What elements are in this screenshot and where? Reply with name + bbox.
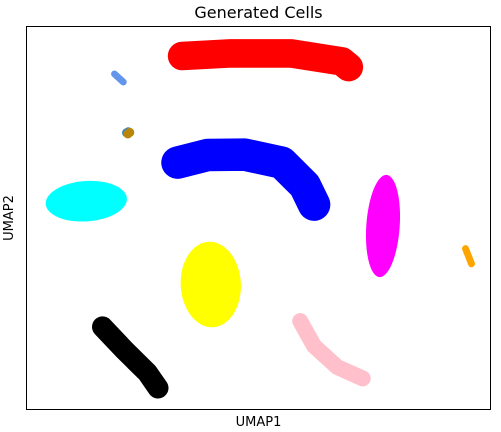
- y-axis-label: UMAP2: [2, 195, 17, 241]
- cluster-10: [123, 127, 135, 139]
- cluster-6: [292, 313, 371, 387]
- clusters-layer: [45, 39, 475, 399]
- cluster-3: [180, 241, 241, 328]
- cluster-2: [45, 180, 127, 222]
- cluster-1: [161, 138, 331, 221]
- x-axis-label: UMAP1: [236, 415, 282, 430]
- plot-frame: [26, 26, 491, 410]
- cluster-7: [462, 245, 475, 268]
- cluster-4: [365, 174, 401, 278]
- cluster-10-point-1: [123, 129, 133, 139]
- cluster-0: [167, 39, 364, 82]
- cluster-5: [92, 316, 169, 399]
- chart-title: Generated Cells: [194, 3, 322, 22]
- cluster-8: [111, 70, 127, 86]
